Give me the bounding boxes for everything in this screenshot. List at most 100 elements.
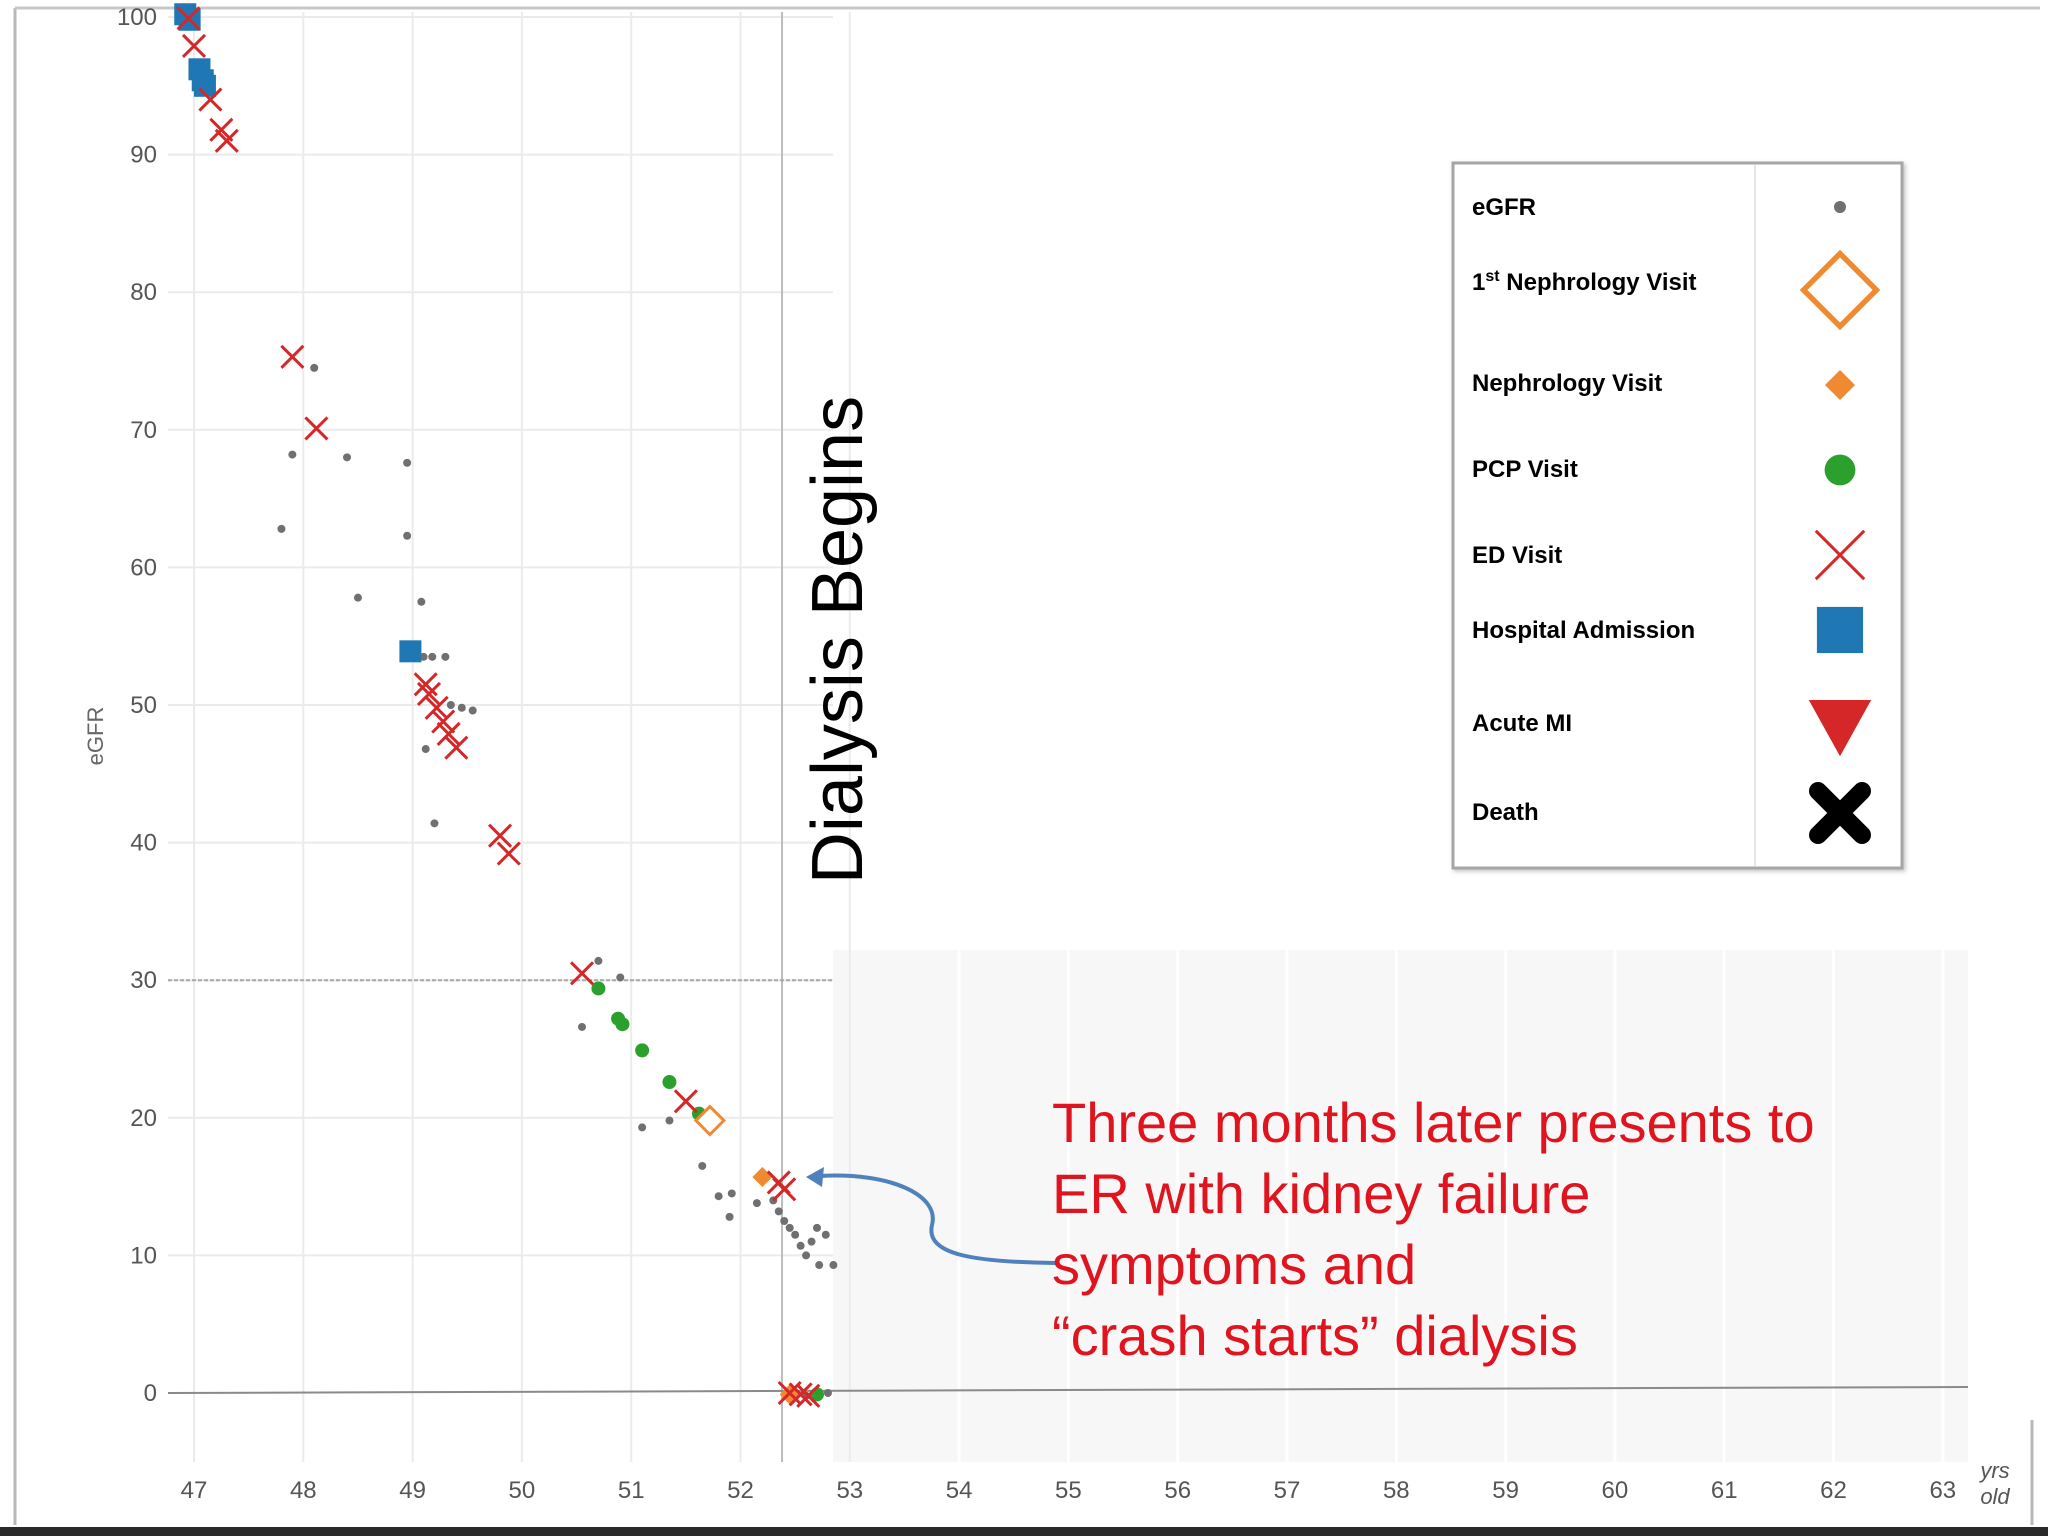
ed-point <box>304 416 329 441</box>
egfr-point <box>807 1237 816 1246</box>
legend-label: 1st Nephrology Visit <box>1472 268 1697 296</box>
down-triangle-icon <box>1808 700 1872 757</box>
dialysis-begins-label: Dialysis Begins <box>798 396 878 884</box>
callout-line-4: “crash starts” dialysis <box>1052 1304 1578 1367</box>
egfr-point <box>441 652 450 661</box>
filled-diamond-icon <box>1825 370 1855 400</box>
egfr-point <box>829 1261 838 1270</box>
x-tick-label: 57 <box>1274 1477 1301 1504</box>
x-tick-label: 55 <box>1055 1477 1082 1504</box>
x-axis-tick-labels: 47 48 49 50 51 52 53 54 55 56 57 58 59 60 61 62 63 <box>181 1477 1957 1504</box>
bottom-dark-bar <box>0 1527 2048 1536</box>
hosp-point <box>193 74 216 97</box>
legend-label: Acute MI <box>1472 710 1572 737</box>
egfr-point <box>780 1217 789 1225</box>
egfr-point <box>468 706 477 715</box>
grid-lines <box>168 12 1945 1462</box>
legend-label: Hospital Admission <box>1472 617 1695 644</box>
y-tick-label: 0 <box>144 1380 157 1407</box>
cross-x-icon <box>1814 529 1866 581</box>
egfr-point <box>343 453 352 462</box>
egfr-point <box>813 1223 822 1232</box>
x-tick-label: 58 <box>1383 1477 1410 1504</box>
ed-point <box>436 721 461 746</box>
square-icon <box>1816 606 1864 654</box>
y-tick-label: 80 <box>130 279 157 306</box>
y-tick-label: 70 <box>130 417 157 444</box>
cross-x-icon <box>1814 529 1866 581</box>
egfr-point <box>417 597 426 606</box>
x-tick-label: 62 <box>1820 1477 1847 1504</box>
egfr-point <box>796 1241 805 1250</box>
ed-point <box>444 735 469 760</box>
legend-label: eGFR <box>1472 194 1536 221</box>
egfr-point <box>430 819 439 828</box>
egfr-point <box>821 1230 830 1239</box>
egfr-point <box>446 701 455 709</box>
legend-label: Nephrology Visit <box>1472 370 1662 397</box>
x-tick-label: 49 <box>399 1477 426 1504</box>
y-axis-label: eGFR <box>83 707 108 766</box>
egfr-point <box>815 1261 824 1270</box>
egfr-point <box>802 1251 811 1260</box>
egfr-point <box>457 703 466 712</box>
x-tick-label: 56 <box>1164 1477 1191 1504</box>
pcp-point <box>615 1017 630 1032</box>
ed-point <box>569 961 595 986</box>
egfr-point <box>288 450 297 459</box>
y-tick-label: 90 <box>130 142 157 169</box>
pcp-point <box>635 1043 650 1058</box>
zero-baseline <box>167 1386 1969 1394</box>
legend-item-first_neph: 1st Nephrology Visit <box>1472 249 1881 331</box>
legend-label: ED Visit <box>1472 542 1562 569</box>
egfr-point <box>665 1116 674 1125</box>
x-tick-label: 54 <box>946 1477 973 1504</box>
callout-arrowhead <box>806 1167 824 1187</box>
ed-point <box>496 841 521 866</box>
egfr-point <box>774 1207 783 1216</box>
small-dot-icon <box>1834 201 1846 213</box>
legend-item-egfr: eGFR <box>1472 194 1846 221</box>
legend-label-sup: st <box>1485 268 1500 285</box>
legend-label-main: 1 <box>1472 269 1485 296</box>
small-dot-icon <box>1834 201 1846 213</box>
x-tick-label: 53 <box>836 1477 863 1504</box>
filled-diamond-icon <box>1825 370 1855 400</box>
ed-point <box>416 681 442 707</box>
x-tick-label: 51 <box>618 1477 645 1504</box>
y-tick-label: 20 <box>130 1105 157 1132</box>
egfr-point <box>578 1022 587 1031</box>
egfr-point <box>419 652 428 661</box>
y-tick-label: 50 <box>130 692 157 719</box>
circle-icon <box>1824 454 1856 486</box>
egfr-point <box>594 956 603 965</box>
x-tick-label: 52 <box>727 1477 754 1504</box>
egfr-point <box>714 1192 723 1201</box>
pcp-point <box>662 1075 677 1090</box>
ed-point <box>198 87 223 112</box>
y-tick-label: 30 <box>130 967 157 994</box>
callout-text: Three months later presents to ER with k… <box>1052 1091 1815 1367</box>
egfr-point <box>616 973 625 982</box>
egfr-point <box>823 1389 832 1397</box>
legend-label-rest: Nephrology Visit <box>1500 269 1697 296</box>
ed-point <box>431 709 456 734</box>
legend-item-ed: ED Visit <box>1472 529 1866 581</box>
egfr-point <box>403 458 412 467</box>
y-tick-label: 40 <box>130 830 157 857</box>
x-axis-units-bottom: old <box>1980 1484 2010 1509</box>
egfr-point <box>421 745 430 754</box>
ed-point <box>280 344 305 369</box>
ed-point <box>487 823 513 848</box>
ed-point <box>788 1382 813 1407</box>
upper-plot-panel <box>168 12 833 947</box>
square-icon <box>1816 606 1864 654</box>
egfr-point <box>725 1212 734 1221</box>
legend-item-death: Death <box>1472 782 1871 844</box>
legend-label: PCP Visit <box>1472 456 1578 483</box>
y-tick-label: 60 <box>130 554 157 581</box>
